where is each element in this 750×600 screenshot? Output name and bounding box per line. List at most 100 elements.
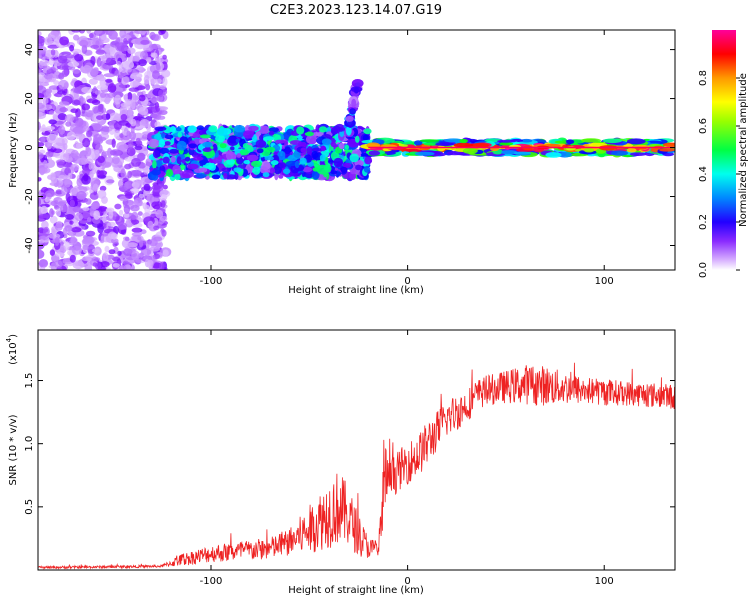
heatmap-blob (84, 109, 94, 120)
heatmap-blob (184, 156, 191, 162)
heatmap-blob (500, 150, 518, 155)
heatmap-blob (38, 197, 41, 207)
heatmap-blob (130, 214, 137, 220)
snr-x-tick-label: 0 (404, 576, 410, 587)
heatmap-blob (557, 151, 572, 158)
heatmap-blob (46, 133, 58, 144)
heatmap-blob (192, 156, 204, 161)
heatmap-blob (177, 131, 182, 138)
heatmap-blob (285, 160, 298, 167)
heatmap-blob (151, 185, 161, 190)
heatmap-blob (127, 139, 134, 150)
snr-series-line (38, 362, 675, 570)
heatmap-blob (115, 42, 128, 53)
heatmap-blob (158, 139, 165, 148)
heatmap-blob (88, 162, 93, 170)
heatmap-blob (129, 80, 140, 88)
heatmap-blob (299, 157, 307, 165)
colorbar-tick-label: 0.8 (698, 70, 709, 86)
heatmap-blob (162, 156, 170, 164)
heatmap-blob (311, 147, 321, 152)
colorbar-label: Normalized spectral amplitude (738, 73, 749, 227)
heatmap-ticks: -100 0 100 40 20 0 -20 -40 (24, 30, 675, 287)
heatmap-blob (40, 267, 46, 270)
heatmap-blob (302, 166, 313, 173)
heatmap-blob (154, 126, 167, 132)
heatmap-blob (48, 58, 55, 66)
heatmap-blob (157, 78, 162, 84)
heatmap-blob (91, 248, 100, 253)
heatmap-y-tick-label: -40 (24, 237, 35, 253)
heatmap-blob (453, 142, 474, 148)
heatmap-blob (107, 83, 117, 94)
heatmap-blob (211, 174, 221, 180)
heatmap-blob (135, 137, 141, 145)
heatmap-blob (414, 151, 435, 156)
heatmap-blob (330, 127, 338, 135)
heatmap-blob (312, 167, 320, 172)
heatmap-blob (91, 257, 101, 261)
heatmap-blob (226, 158, 236, 165)
heatmap-blob (181, 170, 194, 179)
heatmap-blob (131, 227, 143, 233)
heatmap-blob (62, 161, 73, 168)
heatmap-blob (61, 65, 69, 70)
heatmap-blob (42, 65, 51, 71)
heatmap-blob (355, 135, 360, 143)
heatmap-blob (81, 103, 91, 111)
heatmap-blob (92, 183, 99, 192)
heatmap-blob (152, 205, 161, 210)
heatmap-blob (236, 153, 242, 158)
heatmap-blob (351, 79, 364, 88)
snr-y-axis-label: SNR (10 * v/v) (8, 414, 19, 485)
heatmap-blob (74, 119, 87, 129)
heatmap-blob (256, 148, 264, 154)
heatmap-blob (130, 169, 142, 177)
heatmap-blob (626, 148, 637, 153)
heatmap-blob (59, 101, 70, 106)
heatmap-blob (130, 99, 136, 110)
heatmap-blob (149, 43, 161, 50)
heatmap-blob (282, 168, 291, 175)
heatmap-blob (146, 259, 154, 269)
heatmap-blob (54, 92, 64, 98)
heatmap-blob (264, 156, 275, 161)
heatmap-blob (202, 147, 212, 152)
heatmap-blob (106, 179, 115, 184)
heatmap-blob (85, 256, 93, 262)
heatmap-x-tick-label: 100 (595, 276, 614, 287)
heatmap-blob (113, 82, 126, 93)
heatmap-blob (327, 159, 334, 164)
heatmap-blob (309, 137, 317, 145)
heatmap-blob (71, 99, 81, 106)
heatmap-blob (38, 177, 42, 182)
heatmap-blob (187, 163, 199, 170)
heatmap-blob (223, 172, 228, 180)
heatmap-blob (164, 141, 171, 146)
heatmap-blob (340, 166, 348, 173)
heatmap-blob (38, 239, 45, 244)
heatmap-blob (95, 40, 100, 47)
heatmap-blob (118, 265, 127, 270)
heatmap-blob (38, 60, 44, 69)
heatmap-blob (48, 119, 57, 125)
heatmap-blob (659, 148, 675, 152)
snr-x-tick-label: -100 (200, 576, 223, 587)
heatmap-blob (62, 227, 68, 236)
heatmap-blob (114, 70, 120, 77)
heatmap-blob (140, 248, 152, 256)
heatmap-blob (187, 125, 197, 133)
heatmap-blob (139, 239, 144, 248)
heatmap-blob (235, 138, 240, 143)
colorbar-tick-label: 0.4 (698, 166, 709, 182)
heatmap-blob (144, 190, 151, 197)
heatmap-blob (119, 133, 124, 139)
heatmap-blob (349, 172, 357, 180)
heatmap-blob (50, 200, 58, 207)
heatmap-blob (123, 204, 131, 214)
heatmap-blob (38, 152, 44, 160)
heatmap-blob (43, 226, 50, 237)
heatmap-y-tick-label: 0 (24, 144, 35, 150)
heatmap-blob (49, 208, 54, 218)
heatmap-blob (58, 125, 66, 135)
